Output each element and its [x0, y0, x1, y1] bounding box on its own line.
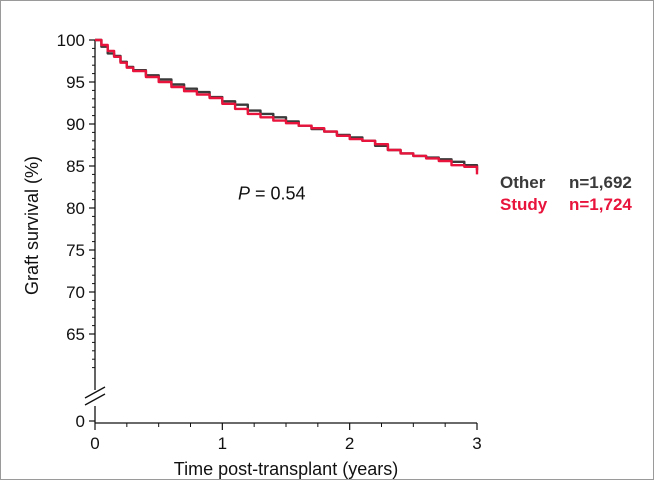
- x-tick-label: 3: [472, 434, 481, 453]
- tick-marks: [89, 39, 478, 430]
- y-tick-label: 100: [57, 31, 85, 50]
- x-tick-label: 1: [218, 434, 227, 453]
- y-tick-label: 75: [66, 241, 85, 260]
- p-value-text: = 0.54: [250, 184, 306, 204]
- legend-other-name: Other: [500, 173, 546, 192]
- x-tick-label: 2: [345, 434, 354, 453]
- legend-other-n: n=1,692: [569, 173, 632, 192]
- survival-curve-study: [95, 38, 479, 175]
- tick-labels: 65 70 75 80 85 90 95 100 00 1 2 3: [57, 31, 482, 453]
- y-tick-label: 90: [66, 115, 85, 134]
- series-lines: [95, 38, 479, 175]
- y-tick-label: 80: [66, 199, 85, 218]
- y-axis-break-mark: [84, 393, 106, 406]
- survival-curve-other: [95, 38, 479, 171]
- legend-study-n: n=1,724: [569, 195, 632, 214]
- p-value-symbol: P: [238, 184, 250, 204]
- y-tick-label: 95: [66, 73, 85, 92]
- y-tick-label: 65: [66, 325, 85, 344]
- y-tick-label-zero: 0: [76, 412, 85, 431]
- x-axis-title: Time post-transplant (years): [174, 459, 398, 479]
- p-value-annotation: P = 0.54: [238, 184, 306, 204]
- legend: Other n=1,692 Study n=1,724: [500, 173, 632, 214]
- y-tick-label: 85: [66, 157, 85, 176]
- axes: [84, 40, 477, 424]
- y-tick-label: 70: [66, 283, 85, 302]
- legend-study-name: Study: [500, 195, 548, 214]
- y-axis-break-mark: [84, 386, 106, 399]
- x-tick-label: 0: [90, 434, 99, 453]
- y-axis-title: Graft survival (%): [22, 156, 42, 295]
